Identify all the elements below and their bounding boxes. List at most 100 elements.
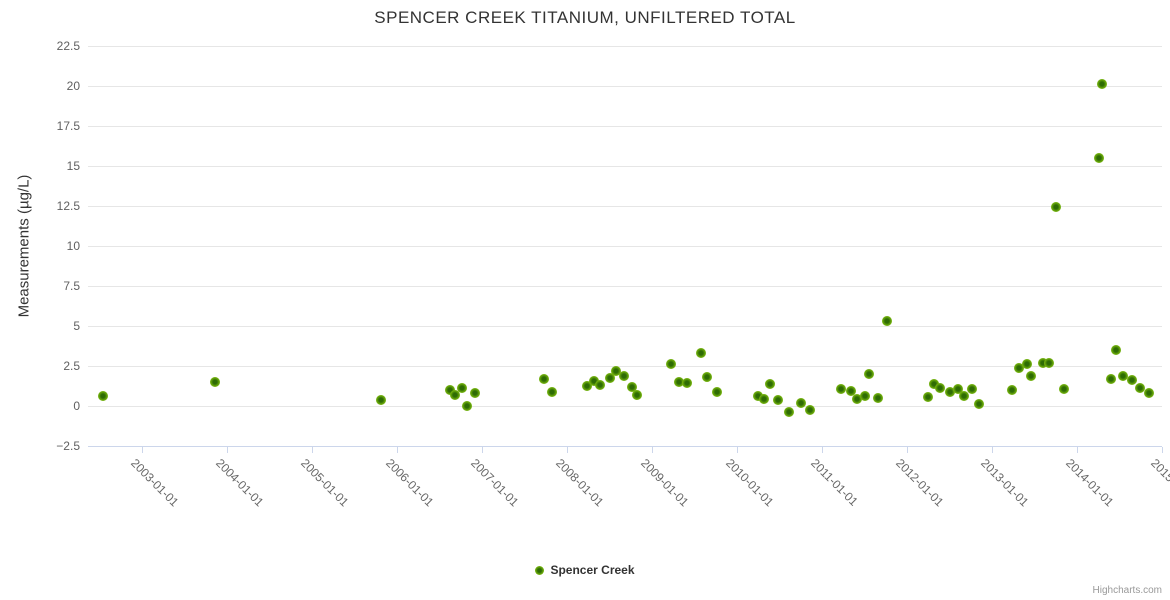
data-point[interactable]	[935, 382, 946, 393]
x-axis-label: 2010-01-01	[723, 456, 777, 510]
data-point[interactable]	[922, 392, 933, 403]
data-point[interactable]	[1050, 201, 1061, 212]
data-point[interactable]	[959, 391, 970, 402]
y-axis-label: 5	[73, 319, 80, 333]
data-point[interactable]	[773, 395, 784, 406]
highcharts-credits-link[interactable]: Highcharts.com	[1092, 585, 1162, 596]
data-point[interactable]	[796, 397, 807, 408]
data-point[interactable]	[784, 406, 795, 417]
series-marker-icon	[535, 565, 545, 575]
data-point[interactable]	[1143, 388, 1154, 399]
x-axis-label: 2014-01-01	[1063, 456, 1117, 510]
data-point[interactable]	[627, 381, 638, 392]
data-point[interactable]	[98, 391, 109, 402]
x-axis-tick	[1162, 447, 1163, 453]
data-point[interactable]	[209, 377, 220, 387]
data-point[interactable]	[836, 384, 847, 395]
data-point[interactable]	[752, 391, 763, 402]
data-point[interactable]	[851, 393, 862, 404]
legend-item-spencer-creek[interactable]: Spencer Creek	[0, 563, 1170, 577]
x-axis-tick	[821, 447, 823, 453]
data-point[interactable]	[1105, 373, 1116, 384]
data-point[interactable]	[457, 383, 468, 394]
y-gridline	[88, 406, 1162, 407]
data-point[interactable]	[1110, 345, 1121, 355]
data-point[interactable]	[462, 401, 473, 411]
data-point[interactable]	[953, 384, 964, 395]
x-axis-tick	[566, 447, 568, 453]
data-point[interactable]	[581, 381, 592, 391]
data-point[interactable]	[860, 391, 871, 402]
data-point[interactable]	[864, 369, 875, 379]
y-gridline	[88, 166, 1162, 167]
data-point[interactable]	[758, 393, 769, 404]
y-axis-label: 15	[66, 159, 80, 173]
chart-title: SPENCER CREEK TITANIUM, UNFILTERED TOTAL	[374, 8, 796, 27]
data-point[interactable]	[547, 387, 558, 398]
data-point[interactable]	[1126, 374, 1137, 385]
data-point[interactable]	[804, 405, 815, 415]
data-point[interactable]	[673, 377, 684, 387]
y-axis-label: 7.5	[63, 279, 80, 293]
x-axis-label: 2013-01-01	[978, 456, 1032, 510]
data-point[interactable]	[1134, 383, 1145, 394]
y-gridline	[88, 46, 1162, 47]
data-point[interactable]	[1007, 385, 1018, 395]
data-point[interactable]	[611, 365, 622, 376]
x-axis-label: 2005-01-01	[297, 456, 352, 510]
x-axis-label: 2006-01-01	[382, 456, 437, 510]
x-axis-tick	[991, 447, 993, 453]
x-axis-tick	[226, 447, 228, 453]
data-point[interactable]	[1093, 153, 1104, 163]
x-axis-label: 2003-01-01	[127, 456, 182, 510]
data-point[interactable]	[445, 385, 456, 395]
x-axis-label: 2007-01-01	[467, 456, 522, 510]
data-point[interactable]	[632, 389, 643, 400]
data-point[interactable]	[882, 316, 893, 327]
data-point[interactable]	[1097, 79, 1108, 90]
x-axis-label: 2015-01-01	[1148, 456, 1170, 510]
y-axis-label: 2.5	[63, 359, 80, 373]
data-point[interactable]	[604, 373, 615, 383]
data-point[interactable]	[845, 385, 856, 396]
data-point[interactable]	[696, 348, 707, 359]
data-point[interactable]	[595, 380, 606, 391]
y-gridline	[88, 86, 1162, 87]
data-point[interactable]	[701, 372, 712, 383]
data-point[interactable]	[712, 387, 723, 398]
data-point[interactable]	[1058, 384, 1069, 395]
data-point[interactable]	[619, 371, 630, 382]
y-gridline	[88, 286, 1162, 287]
data-point[interactable]	[1013, 363, 1024, 374]
y-axis-label: 0	[73, 399, 80, 413]
y-gridline	[88, 326, 1162, 327]
y-axis-label: 10	[66, 239, 80, 253]
y-axis-label: −2.5	[56, 439, 80, 453]
x-axis-line	[88, 446, 1162, 447]
data-point[interactable]	[1117, 370, 1128, 381]
data-point[interactable]	[1044, 357, 1055, 368]
data-point[interactable]	[764, 379, 775, 390]
data-point[interactable]	[966, 384, 977, 395]
data-point[interactable]	[588, 376, 599, 387]
data-point[interactable]	[376, 394, 387, 405]
data-point[interactable]	[666, 358, 677, 369]
x-axis-tick	[396, 447, 398, 453]
x-axis-label: 2004-01-01	[212, 456, 267, 510]
data-point[interactable]	[945, 387, 956, 398]
x-axis-tick	[736, 447, 738, 453]
data-point[interactable]	[450, 389, 461, 400]
data-point[interactable]	[1025, 371, 1036, 382]
y-gridline	[88, 366, 1162, 367]
data-point[interactable]	[1037, 357, 1048, 368]
x-axis-tick	[141, 447, 143, 453]
x-axis-tick	[651, 447, 653, 453]
data-point[interactable]	[928, 378, 939, 389]
data-point[interactable]	[1021, 358, 1032, 369]
data-point[interactable]	[469, 388, 480, 399]
data-point[interactable]	[681, 377, 692, 388]
data-point[interactable]	[973, 398, 984, 409]
data-point[interactable]	[538, 373, 549, 384]
data-point[interactable]	[872, 393, 883, 403]
